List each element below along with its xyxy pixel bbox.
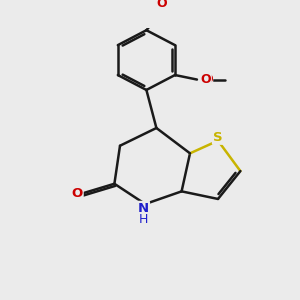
Text: N: N <box>138 202 149 215</box>
Text: O: O <box>71 188 82 200</box>
Text: O: O <box>202 73 213 86</box>
Text: S: S <box>213 130 223 143</box>
Text: H: H <box>139 213 148 226</box>
Text: O: O <box>156 0 167 10</box>
Text: O: O <box>200 73 211 86</box>
